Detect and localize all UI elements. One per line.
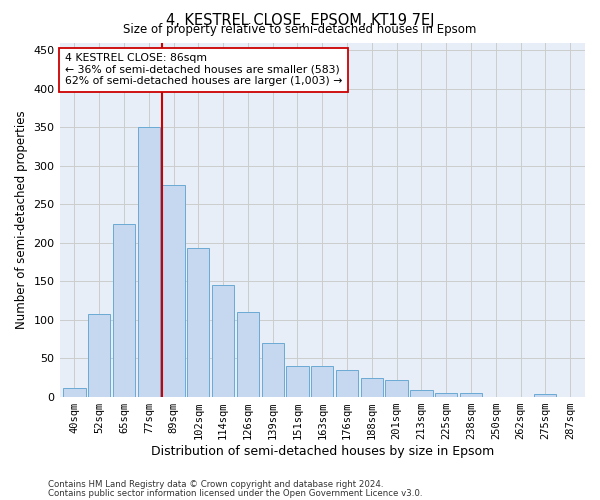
Bar bbox=[460, 392, 482, 396]
Bar bbox=[361, 378, 383, 396]
X-axis label: Distribution of semi-detached houses by size in Epsom: Distribution of semi-detached houses by … bbox=[151, 444, 494, 458]
Bar bbox=[237, 312, 259, 396]
Text: 4, KESTREL CLOSE, EPSOM, KT19 7EJ: 4, KESTREL CLOSE, EPSOM, KT19 7EJ bbox=[166, 12, 434, 28]
Bar bbox=[63, 388, 86, 396]
Text: 4 KESTREL CLOSE: 86sqm
← 36% of semi-detached houses are smaller (583)
62% of se: 4 KESTREL CLOSE: 86sqm ← 36% of semi-det… bbox=[65, 53, 342, 86]
Bar bbox=[286, 366, 308, 396]
Bar bbox=[163, 185, 185, 396]
Text: Contains HM Land Registry data © Crown copyright and database right 2024.: Contains HM Land Registry data © Crown c… bbox=[48, 480, 383, 489]
Bar bbox=[187, 248, 209, 396]
Bar bbox=[212, 285, 234, 397]
Bar bbox=[137, 127, 160, 396]
Bar bbox=[410, 390, 433, 396]
Text: Contains public sector information licensed under the Open Government Licence v3: Contains public sector information licen… bbox=[48, 488, 422, 498]
Bar bbox=[435, 392, 457, 396]
Bar bbox=[311, 366, 334, 396]
Bar bbox=[113, 224, 135, 396]
Text: Size of property relative to semi-detached houses in Epsom: Size of property relative to semi-detach… bbox=[124, 22, 476, 36]
Bar bbox=[262, 342, 284, 396]
Y-axis label: Number of semi-detached properties: Number of semi-detached properties bbox=[15, 110, 28, 329]
Bar bbox=[336, 370, 358, 396]
Bar bbox=[385, 380, 408, 396]
Bar bbox=[88, 314, 110, 396]
Bar bbox=[534, 394, 556, 396]
